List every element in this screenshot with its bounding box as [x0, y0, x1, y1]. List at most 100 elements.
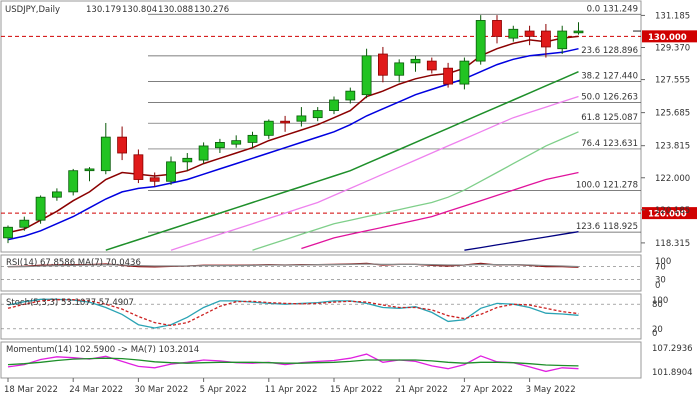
date-axis-label: 24 Mar 2022 [69, 385, 123, 395]
momentum-layer: 107.2936 101.8904 [7, 344, 693, 378]
level-marker-tag [642, 207, 697, 220]
candle-body [296, 115, 307, 122]
fibonacci-layer: 0.0 131.249 23.6 128.896 38.2 127.440 50.0 … [148, 4, 641, 233]
oscillator-axis-label: 101.8904 [652, 368, 693, 378]
moving-average-line [464, 231, 579, 251]
price-axis-label: 125.685 [655, 109, 690, 119]
price-axis-label: 122.000 [655, 174, 690, 184]
candle-body [100, 136, 111, 172]
candle-layer [3, 15, 641, 244]
candle-body [492, 20, 502, 37]
candle-body [573, 30, 584, 34]
candle-body [557, 30, 568, 50]
date-axis-label: 15 Apr 2022 [330, 385, 383, 395]
candle-body [214, 142, 225, 149]
fib-level-label: 61.8 125.087 [581, 113, 638, 123]
fib-level-label: 123.6 118.925 [576, 222, 638, 232]
price-axis-label: 129.370 [655, 43, 690, 53]
candle-body [133, 154, 144, 180]
candle-body [3, 226, 13, 239]
candle-body [394, 62, 405, 76]
fib-level-label: 38.2 127.440 [581, 72, 638, 82]
rsi-title: RSI(14) 67.8586 MA(7) 70.0436 [6, 258, 141, 268]
oscillator-axis-label: 100 [655, 257, 671, 267]
price-axis-layer: 131.185 129.370 127.555 125.685 123.815 122.0… [641, 11, 690, 249]
oscillator-line [7, 357, 579, 367]
oscillator-line [7, 299, 579, 327]
candle-body [182, 157, 193, 163]
level-marker-tag [642, 30, 697, 43]
candle-body [312, 110, 323, 119]
oscillator-axis-label: 70 [655, 263, 666, 273]
moving-average-line [301, 171, 579, 250]
candle-body [35, 196, 46, 221]
date-axis-label: 21 Apr 2022 [395, 385, 448, 395]
date-axis-label: 3 May 2022 [526, 385, 576, 395]
candle-body [475, 20, 486, 62]
candle-body [68, 170, 79, 193]
fib-level-label: 76.4 123.631 [581, 139, 638, 149]
momentum-title: Momentum(14) 102.5900 -> MA(7) 103.2014 [6, 345, 199, 355]
date-axis-label: 18 Mar 2022 [4, 385, 58, 395]
candle-body [149, 177, 160, 182]
candle-body [117, 136, 127, 154]
candle-body [198, 145, 209, 161]
date-axis-label: 27 Apr 2022 [460, 385, 513, 395]
oscillator-axis-label: 80 [652, 300, 663, 310]
moving-average-line [170, 95, 579, 251]
fib-level-label: 50.0 126.263 [581, 92, 638, 102]
price-axis-label: 127.555 [655, 76, 690, 86]
candle-body [426, 60, 437, 71]
level-marker-label: 130.000 [648, 33, 687, 43]
moving-average-line [252, 131, 579, 251]
date-axis-label: 11 Apr 2022 [265, 385, 318, 395]
candle-body [52, 191, 62, 198]
candle-body [19, 219, 30, 228]
ohlc-open: 130.179 [86, 5, 121, 15]
rsi-pane-frame [0, 254, 642, 292]
oscillator-axis-label: 0 [655, 281, 660, 291]
candle-body [524, 30, 535, 37]
oscillator-axis-label: 0 [652, 329, 657, 339]
oscillator-axis-label: 100 [652, 296, 668, 306]
candle-body [84, 168, 95, 172]
ohlc-low: 130.088 [158, 5, 193, 15]
moving-average-line [7, 47, 579, 241]
candle-body [361, 55, 372, 96]
price-axis-label: 118.315 [655, 239, 690, 249]
candle-body [329, 99, 339, 111]
candle-body [459, 60, 470, 85]
oscillator-line [8, 263, 579, 268]
chart-title: USDJPY,Daily [5, 5, 60, 15]
oscillator-axis-label: 30 [655, 275, 666, 285]
candle-body [345, 90, 356, 101]
date-axis-label: 5 Apr 2022 [200, 385, 247, 395]
candle-body [263, 120, 274, 136]
price-axis-label: 131.185 [655, 11, 690, 21]
level-marker-label: 120.000 [648, 210, 687, 220]
oscillator-axis-label: 107.2936 [652, 344, 693, 354]
momentum-pane-frame [0, 341, 642, 379]
fib-level-label: 0.0 131.249 [587, 4, 638, 14]
candle-body [166, 161, 176, 182]
candle-body [247, 134, 258, 143]
price-axis-label: 120.185 [655, 206, 690, 216]
candle-body [377, 53, 388, 76]
candle-body [280, 120, 291, 124]
candle-body [508, 28, 519, 39]
stoch-title: Stoch(5,3,3) 53.1077 57.4907 [6, 298, 134, 308]
moving-average-layer [7, 35, 579, 251]
date-axis-label: 30 Mar 2022 [134, 385, 188, 395]
ohlc-close: 130.276 [194, 5, 229, 15]
fib-level-label: 100.0 121.278 [576, 181, 638, 191]
price-axis-label: 123.815 [655, 142, 690, 152]
moving-average-line [105, 71, 579, 251]
candle-body [410, 58, 421, 64]
date-axis-layer: 18 Mar 2022 24 Mar 2022 30 Mar 2022 5 Apr 2… [4, 378, 576, 395]
oscillator-axis-label: 20 [652, 325, 663, 335]
price-pane-frame [0, 0, 642, 253]
